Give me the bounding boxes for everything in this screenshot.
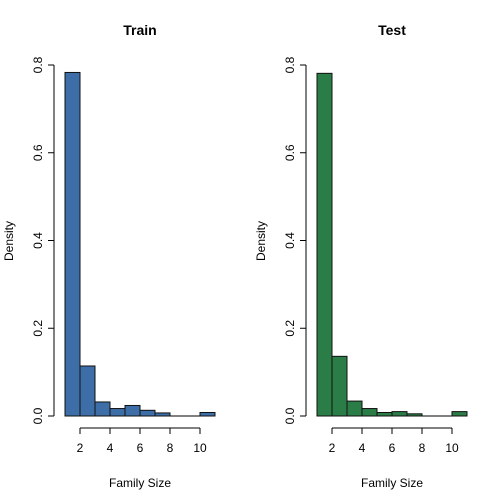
x-tick-label: 6 [389, 441, 396, 455]
y-tick-label: 0.2 [31, 320, 45, 337]
x-tick-label: 10 [193, 441, 207, 455]
y-axis-label: Density [254, 221, 268, 261]
x-tick-label: 6 [137, 441, 144, 455]
bar [109, 408, 126, 417]
x-tick-label: 8 [167, 441, 174, 455]
y-axis: 0.0 0.2 0.4 0.6 0.8 [283, 56, 307, 424]
x-axis: 2 4 6 8 10 [77, 427, 207, 455]
bar [64, 71, 81, 417]
x-tick-label: 2 [77, 441, 84, 455]
chart-title: Test [378, 22, 406, 38]
bar [79, 365, 96, 417]
histogram-train: Train Family Size Density 2 4 6 8 10 0.00.20… [2, 22, 216, 490]
x-tick-label: 10 [445, 441, 459, 455]
histogram-test: Test Family Size Density 2 4 6 8 10 0.00.20.… [254, 22, 468, 490]
bar [124, 404, 141, 417]
y-tick-label: 0.6 [31, 144, 45, 161]
y-tick-label: 0.4 [31, 232, 45, 249]
y-axis-label: Density [2, 221, 16, 261]
y-tick-label: 0.8 [283, 56, 297, 73]
bar [94, 401, 111, 417]
y-tick-label: 0.0 [31, 407, 45, 424]
x-tick-label: 4 [107, 441, 114, 455]
bar [331, 355, 348, 417]
y-tick-label: 0.6 [283, 144, 297, 161]
bar [406, 413, 423, 417]
bar [316, 72, 333, 417]
chart-title: Train [123, 22, 156, 38]
bar [199, 411, 216, 417]
bar [361, 408, 378, 417]
y-tick-label: 0.2 [283, 320, 297, 337]
bar [346, 400, 363, 417]
bar [391, 411, 408, 417]
x-axis: 2 4 6 8 10 [329, 427, 459, 455]
bar [451, 411, 468, 417]
bars [64, 71, 216, 417]
x-tick-label: 8 [419, 441, 426, 455]
bar [139, 409, 156, 417]
x-axis-label: Family Size [109, 476, 171, 490]
bar [154, 412, 171, 417]
bars [316, 72, 468, 417]
x-tick-label: 4 [359, 441, 366, 455]
y-tick-label: 0.4 [283, 232, 297, 249]
y-axis: 0.0 0.2 0.4 0.6 0.8 [31, 56, 55, 424]
x-axis-label: Family Size [361, 476, 423, 490]
x-tick-label: 2 [329, 441, 336, 455]
y-tick-label: 0.0 [283, 407, 297, 424]
y-tick-label: 0.8 [31, 56, 45, 73]
bar [376, 411, 393, 417]
